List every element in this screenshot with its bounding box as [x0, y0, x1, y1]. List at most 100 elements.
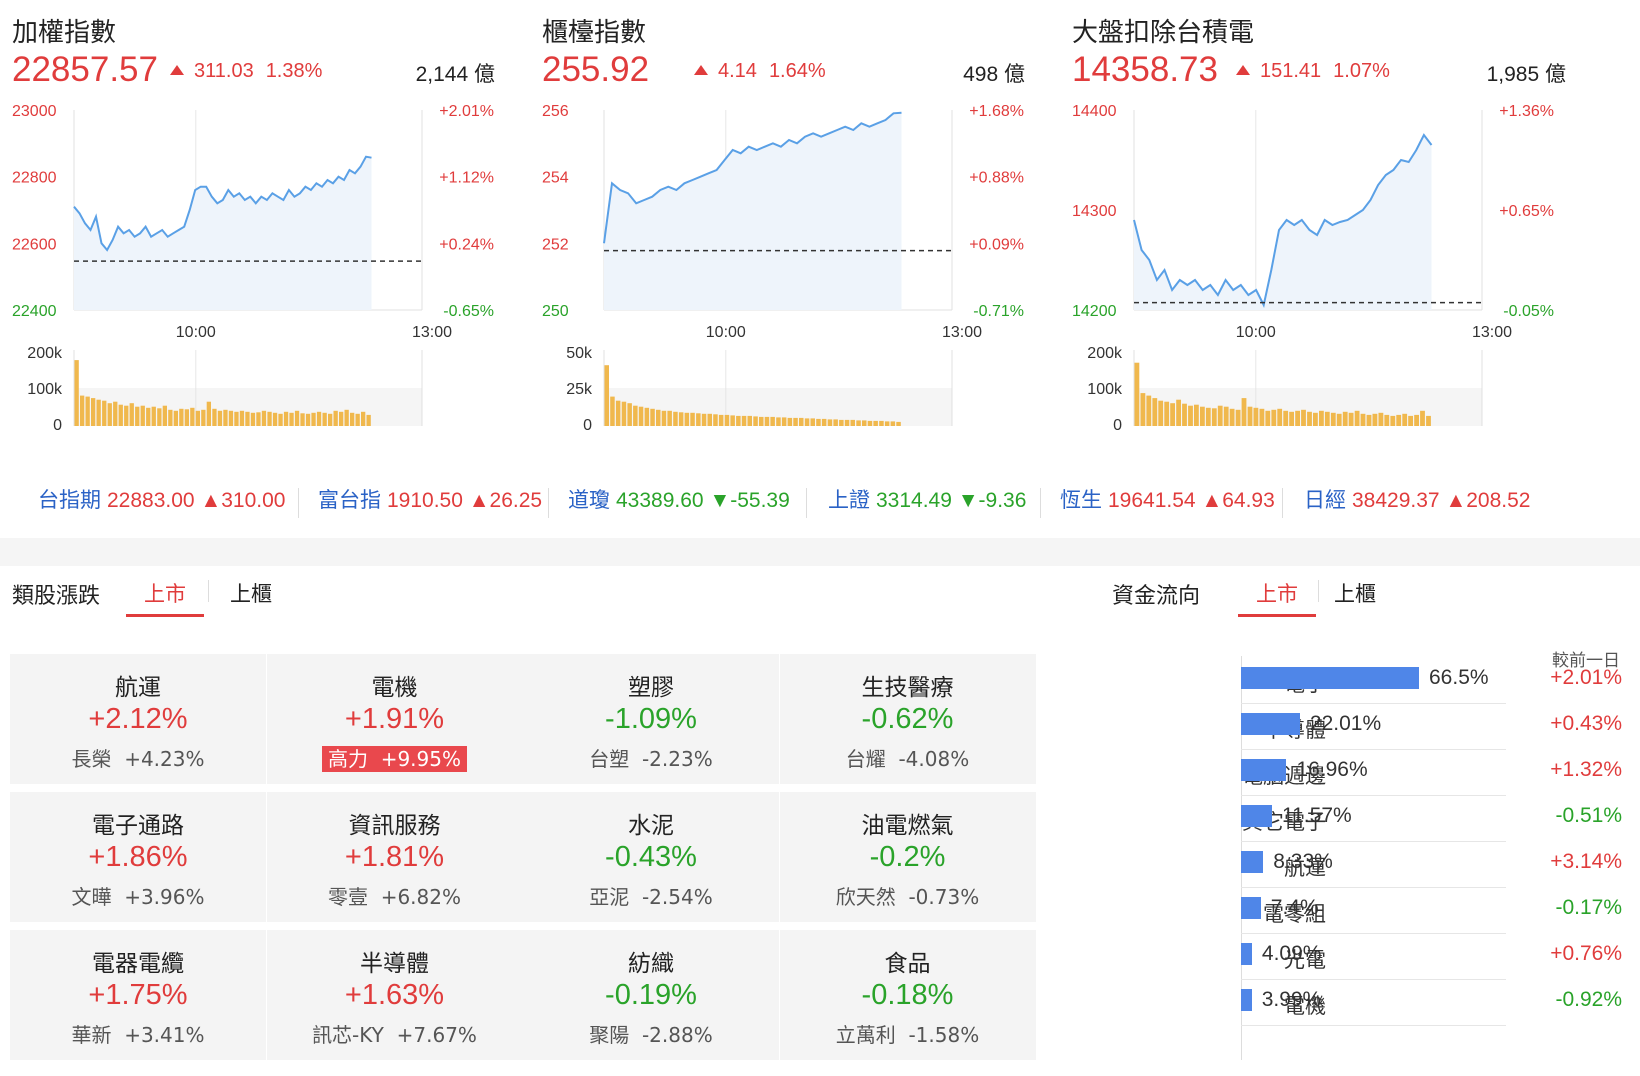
sector-card[interactable]: 生技醫療 -0.62% 台耀 -4.08%: [779, 654, 1036, 784]
left-axis-label: 22800: [12, 170, 57, 187]
volume-bar: [650, 408, 655, 426]
ticker-item[interactable]: 道瓊 43389.60 ▼-55.39: [568, 484, 790, 514]
flow-row-divider: [1241, 933, 1506, 934]
volume-bar: [1241, 398, 1247, 426]
volume-bar: [787, 417, 793, 426]
volume-bar: [684, 412, 690, 426]
sector-card[interactable]: 電子通路 +1.86% 文曄 +3.96%: [10, 792, 266, 922]
flow-sector-name: 電機: [1284, 994, 1326, 1018]
leading-stock-label: 亞泥 -2.54%: [589, 885, 712, 909]
volume-bar: [1140, 393, 1146, 426]
index-panel-taiex[interactable]: 加權指數 22857.57 311.03 1.38% 2,144 億 23000 22800…: [0, 0, 520, 460]
price-line: [603, 111, 902, 244]
index-change-value: 151.41: [1260, 60, 1322, 82]
index-change-value: 4.14: [718, 60, 757, 82]
volume-bar: [1152, 398, 1158, 426]
volume-bar: [1342, 411, 1348, 426]
flow-row[interactable]: 航運 8.33% +3.14%: [1110, 840, 1630, 888]
tab-flow-listed[interactable]: 上市: [1256, 582, 1298, 606]
ticker-strip: 台指期 22883.00 ▲310.00 富台指 1910.50 ▲26.25 道瓊 43…: [0, 472, 1640, 528]
price-line: [1133, 133, 1433, 308]
sector-leading-stock: 立萬利 -1.58%: [780, 1019, 1036, 1048]
sector-card[interactable]: 紡織 -0.19% 聚陽 -2.88%: [523, 930, 779, 1060]
sector-card[interactable]: 食品 -0.18% 立萬利 -1.58%: [779, 930, 1036, 1060]
index-volume: 2,144 億: [415, 63, 495, 86]
volume-bar: [747, 415, 752, 426]
volume-bar: [316, 411, 322, 426]
volume-bar: [1265, 410, 1271, 426]
volume-bar: [1360, 413, 1366, 426]
volume-bar: [1384, 414, 1390, 426]
index-panel-ex-tsmc[interactable]: 大盤扣除台積電 14358.73 151.41 1.07% 1,985 億 14400 14…: [1060, 0, 1580, 460]
flow-change: -0.51%: [1555, 804, 1622, 827]
ticker-change: ▲310.00: [200, 489, 286, 512]
left-axis-label: 14200: [1072, 303, 1117, 320]
flow-row[interactable]: 其它電子 11.57% -0.51%: [1110, 794, 1630, 842]
volume-bar: [350, 412, 355, 426]
volume-bar: [850, 419, 855, 426]
leading-stock-pct: -2.88%: [641, 1023, 713, 1047]
sector-card[interactable]: 半導體 +1.63% 訊芯-KY +7.67%: [266, 930, 523, 1060]
index-chart: 23000 22800 22600 22400 +2.01% +1.12% +0.24% -0…: [12, 103, 494, 434]
tab-sector-otc[interactable]: 上櫃: [230, 582, 272, 606]
sector-card[interactable]: 資訊服務 +1.81% 零壹 +6.82%: [266, 792, 523, 922]
sector-name: 航運: [115, 675, 161, 701]
index-change-pct: 1.64%: [768, 60, 826, 82]
tab-sector-listed[interactable]: 上市: [144, 582, 186, 606]
flow-value: 3.99%: [1261, 988, 1322, 1011]
leading-stock-label: 訊芯-KY +7.67%: [312, 1023, 477, 1047]
volume-bar: [862, 420, 867, 426]
sector-card[interactable]: 油電燃氣 -0.2% 欣天然 -0.73%: [779, 792, 1036, 922]
leading-stock-name: 亞泥: [589, 885, 630, 909]
index-change-pct: 1.07%: [1333, 60, 1390, 82]
index-change: 4.14 1.64%: [694, 60, 826, 83]
volume-bar: [294, 410, 300, 426]
volume-bar: [1134, 362, 1140, 426]
left-axis-label: 256: [542, 103, 569, 120]
volume-bar: [667, 410, 672, 426]
volume-axis-label: 100k: [27, 381, 63, 398]
volume-bar: [80, 395, 85, 426]
volume-bar: [245, 411, 250, 426]
volume-bar: [107, 403, 112, 426]
ticker-item[interactable]: 恆生 19641.54 ▲64.93: [1060, 484, 1275, 514]
sector-card[interactable]: 塑膠 -1.09% 台塑 -2.23%: [523, 654, 779, 784]
sector-card[interactable]: 水泥 -0.43% 亞泥 -2.54%: [523, 792, 779, 922]
flow-change: +0.76%: [1550, 942, 1622, 965]
ticker-item[interactable]: 富台指 1910.50 ▲26.25: [318, 484, 542, 514]
volume-bar: [173, 410, 178, 426]
sector-card[interactable]: 航運 +2.12% 長榮 +4.23%: [10, 654, 266, 784]
volume-bar: [135, 406, 140, 426]
tab-flow-otc[interactable]: 上櫃: [1334, 582, 1376, 606]
volume-bar: [1313, 412, 1318, 426]
chart-area: [1134, 135, 1432, 310]
leading-stock-label: 台塑 -2.23%: [589, 747, 712, 771]
flow-change: -0.92%: [1555, 988, 1622, 1011]
sector-name: 生技醫療: [861, 675, 954, 701]
time-label: 10:00: [1236, 324, 1276, 341]
sector-name: 電子通路: [92, 813, 184, 839]
ticker-item[interactable]: 台指期 22883.00 ▲310.00: [38, 484, 285, 514]
leading-stock-pct: +3.41%: [124, 1023, 205, 1047]
flow-row[interactable]: 半導體22.01%+0.43%: [1110, 702, 1630, 750]
right-axis-label: +0.65%: [1499, 203, 1554, 220]
ticker-item[interactable]: 日經 38429.37 ▲208.52: [1304, 484, 1530, 514]
flow-row[interactable]: 電子66.5%+2.01%: [1110, 656, 1630, 704]
sector-card[interactable]: 電器電纜 +1.75% 華新 +3.41%: [10, 930, 266, 1060]
left-axis-label: 23000: [12, 103, 57, 120]
volume-axis-label: 100k: [1087, 381, 1123, 398]
flow-row[interactable]: 電機 3.99% -0.92%: [1110, 978, 1630, 1026]
sector-card[interactable]: 電機 +1.91% 高力 +9.95%: [266, 654, 523, 784]
flow-row[interactable]: 電腦週邊16.96%+1.32%: [1110, 748, 1630, 796]
index-panel-otc[interactable]: 櫃檯指數 255.92 4.14 1.64% 498 億 256 254 252 250 +1.6…: [530, 0, 1050, 460]
ticker-item[interactable]: 上證 3314.49 ▼-9.36: [828, 484, 1026, 514]
volume-bar: [1146, 395, 1152, 426]
index-change: 151.41 1.07%: [1236, 60, 1390, 83]
volume-bar: [261, 410, 267, 426]
left-axis-label: 252: [542, 236, 569, 253]
leading-stock-name: 高力: [327, 747, 368, 771]
flow-row[interactable]: 光電 4.09% +0.76%: [1110, 932, 1630, 980]
flow-row[interactable]: 電零組 7.4% -0.17%: [1110, 886, 1630, 934]
sector-grid: 航運 +2.12% 長榮 +4.23% 電機 +1.91% 高力 +9.95% 塑膠 -1.0…: [10, 654, 1070, 1074]
volume-bar: [272, 412, 278, 426]
